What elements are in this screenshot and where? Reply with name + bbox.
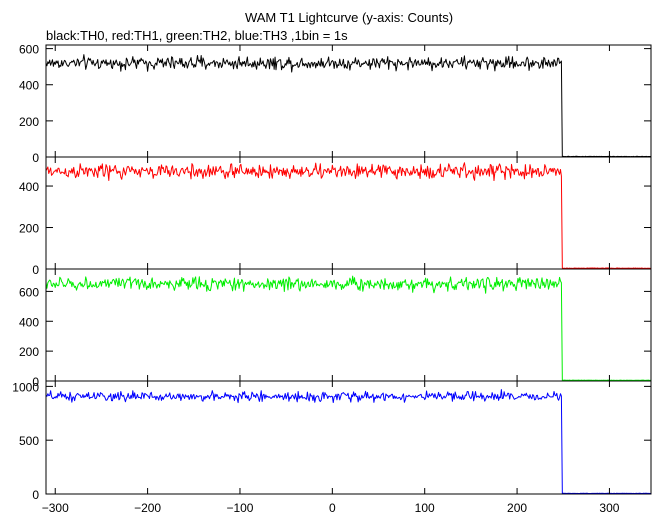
y-tick-label: 0	[32, 488, 39, 502]
y-tick-label: 200	[19, 115, 39, 129]
y-tick-label: 600	[19, 43, 39, 57]
chart-title: WAM T1 Lightcurve (y-axis: Counts)	[245, 10, 453, 25]
x-tick-label: 200	[507, 501, 527, 515]
chart-subtitle: black:TH0, red:TH1, green:TH2, blue:TH3 …	[46, 28, 348, 43]
panel-frame	[45, 380, 652, 495]
y-tick-label: 400	[19, 79, 39, 93]
x-tick-label: −100	[226, 501, 253, 515]
panel-th2: 0 200 400 600	[19, 268, 652, 389]
panel-th3: 0 500 1000	[12, 380, 652, 502]
panel-th1: 0 200 400	[19, 156, 652, 277]
y-tick-label: 200	[19, 345, 39, 359]
series-line-th0	[45, 54, 652, 158]
x-tick-label: −200	[134, 501, 161, 515]
x-tick-label: 300	[599, 501, 619, 515]
y-tick-label: 500	[19, 434, 39, 448]
y-tick-label: 1000	[12, 380, 39, 394]
y-tick-label: 0	[32, 151, 39, 165]
chart-panels: 02004006000200400020040060005001000−300−…	[12, 43, 652, 515]
x-tick-label: 0	[329, 501, 336, 515]
series-line-th3	[45, 389, 651, 494]
panel-th0: 0 200 400 600	[19, 43, 652, 165]
x-tick-label: −300	[42, 501, 69, 515]
series-line-th1	[45, 162, 652, 269]
y-tick-label: 600	[19, 285, 39, 299]
y-tick-label: 0	[32, 263, 39, 277]
x-tick-label: 100	[415, 501, 435, 515]
y-tick-label: 200	[19, 222, 39, 236]
series-line-th2	[45, 275, 652, 381]
y-tick-label: 400	[19, 180, 39, 194]
y-tick-label: 0	[32, 375, 39, 389]
y-tick-label: 400	[19, 315, 39, 329]
